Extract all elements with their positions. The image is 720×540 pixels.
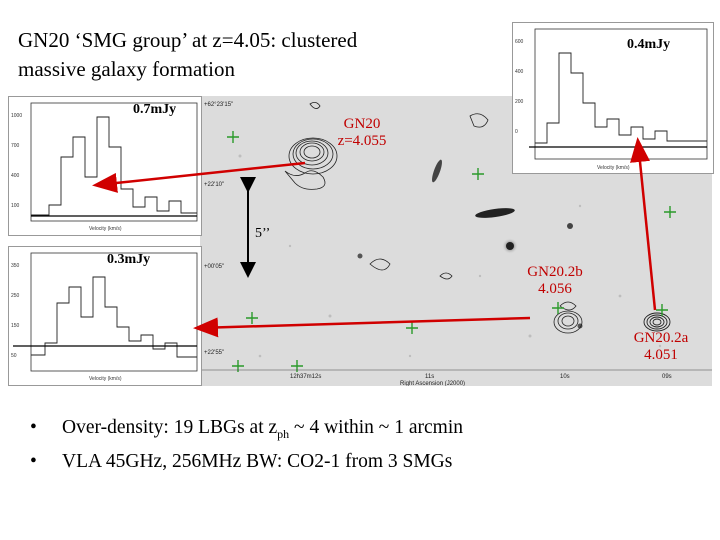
bullet-list: Over-density: 19 LBGs at zph ~ 4 within … <box>30 414 463 476</box>
svg-text:150: 150 <box>11 323 20 329</box>
source-label-gn20-2a: GN20.2a 4.051 <box>624 330 698 364</box>
svg-text:+22'55": +22'55" <box>204 350 224 356</box>
arrow-gn20 <box>92 161 306 193</box>
svg-text:Velocity (km/s): Velocity (km/s) <box>89 226 122 232</box>
svg-text:200: 200 <box>515 99 524 105</box>
source-name-gn20: GN20 <box>343 116 381 132</box>
flux-label-bottom-left: 0.3mJy <box>107 252 151 267</box>
svg-text:250: 250 <box>11 293 20 299</box>
svg-text:400: 400 <box>11 173 20 179</box>
spectrum-bottom-left-plot: 350 250 150 50 Velocity (km/s) <box>11 252 198 382</box>
flux-label-top-right: 0.4mJy <box>627 37 671 52</box>
svg-text:Velocity (km/s): Velocity (km/s) <box>89 376 122 382</box>
svg-text:1000: 1000 <box>11 113 22 119</box>
bullet-1-text: Over-density: 19 LBGs at z <box>62 417 278 438</box>
svg-text:600: 600 <box>515 39 524 45</box>
slide-title: GN20 ‘SMG group’ at z=4.05: clustered ma… <box>18 26 357 84</box>
svg-text:10s: 10s <box>560 374 570 380</box>
svg-text:0: 0 <box>515 129 518 135</box>
svg-text:Right Ascension (J2000): Right Ascension (J2000) <box>400 381 465 386</box>
svg-text:400: 400 <box>515 69 524 75</box>
bullet-item-2: VLA 45GHz, 256MHz BW: CO2-1 from 3 SMGs <box>30 448 463 476</box>
bullet-1-subscript: ph <box>277 426 290 441</box>
svg-text:+00'05": +00'05" <box>204 264 224 270</box>
title-line-2: massive galaxy formation <box>18 57 235 81</box>
bullet-2-text: VLA 45GHz, 256MHz BW: CO2-1 from 3 SMGs <box>62 450 453 472</box>
svg-text:+62°23'15": +62°23'15" <box>204 102 233 108</box>
svg-text:11s: 11s <box>425 374 434 380</box>
spectrum-top-right: 600 400 200 0 Velocity (km/s) <box>512 22 714 174</box>
arrow-gn20-2a <box>630 137 657 311</box>
svg-text:+22'10": +22'10" <box>204 182 224 188</box>
svg-text:100: 100 <box>11 203 20 209</box>
svg-text:12h37m12s: 12h37m12s <box>290 374 321 380</box>
source-z-gn20-2a: 4.051 <box>644 347 678 363</box>
source-z-gn20: z=4.055 <box>337 133 387 149</box>
spectrum-top-left: 1000 700 400 100 Velocity (km/s) <box>8 96 202 236</box>
svg-text:09s: 09s <box>662 374 672 380</box>
scale-bar-label: 5’’ <box>255 226 271 241</box>
source-name-gn20-2a: GN20.2a <box>633 330 689 346</box>
svg-text:700: 700 <box>11 143 20 149</box>
svg-text:50: 50 <box>11 353 17 359</box>
source-z-gn20-2b: 4.056 <box>538 281 572 297</box>
spectrum-bottom-left: 350 250 150 50 Velocity (km/s) <box>8 246 202 386</box>
title-line-1: GN20 ‘SMG group’ at z=4.05: clustered <box>18 28 358 52</box>
flux-label-top-left: 0.7mJy <box>133 102 177 117</box>
spectrum-top-left-plot: 1000 700 400 100 Velocity (km/s) <box>11 102 198 232</box>
spectrum-top-right-plot: 600 400 200 0 Velocity (km/s) <box>515 28 708 171</box>
svg-text:350: 350 <box>11 263 20 269</box>
source-label-gn20: GN20 z=4.055 <box>328 116 396 150</box>
bullet-item-1: Over-density: 19 LBGs at zph ~ 4 within … <box>30 414 463 448</box>
svg-text:Velocity (km/s): Velocity (km/s) <box>597 165 630 171</box>
bullet-1-text-end: ~ 4 within ~ 1 arcmin <box>289 417 463 438</box>
source-label-gn20-2b: GN20.2b 4.056 <box>520 264 590 298</box>
source-name-gn20-2b: GN20.2b <box>527 264 583 280</box>
arrow-gn20-2b <box>193 316 531 338</box>
